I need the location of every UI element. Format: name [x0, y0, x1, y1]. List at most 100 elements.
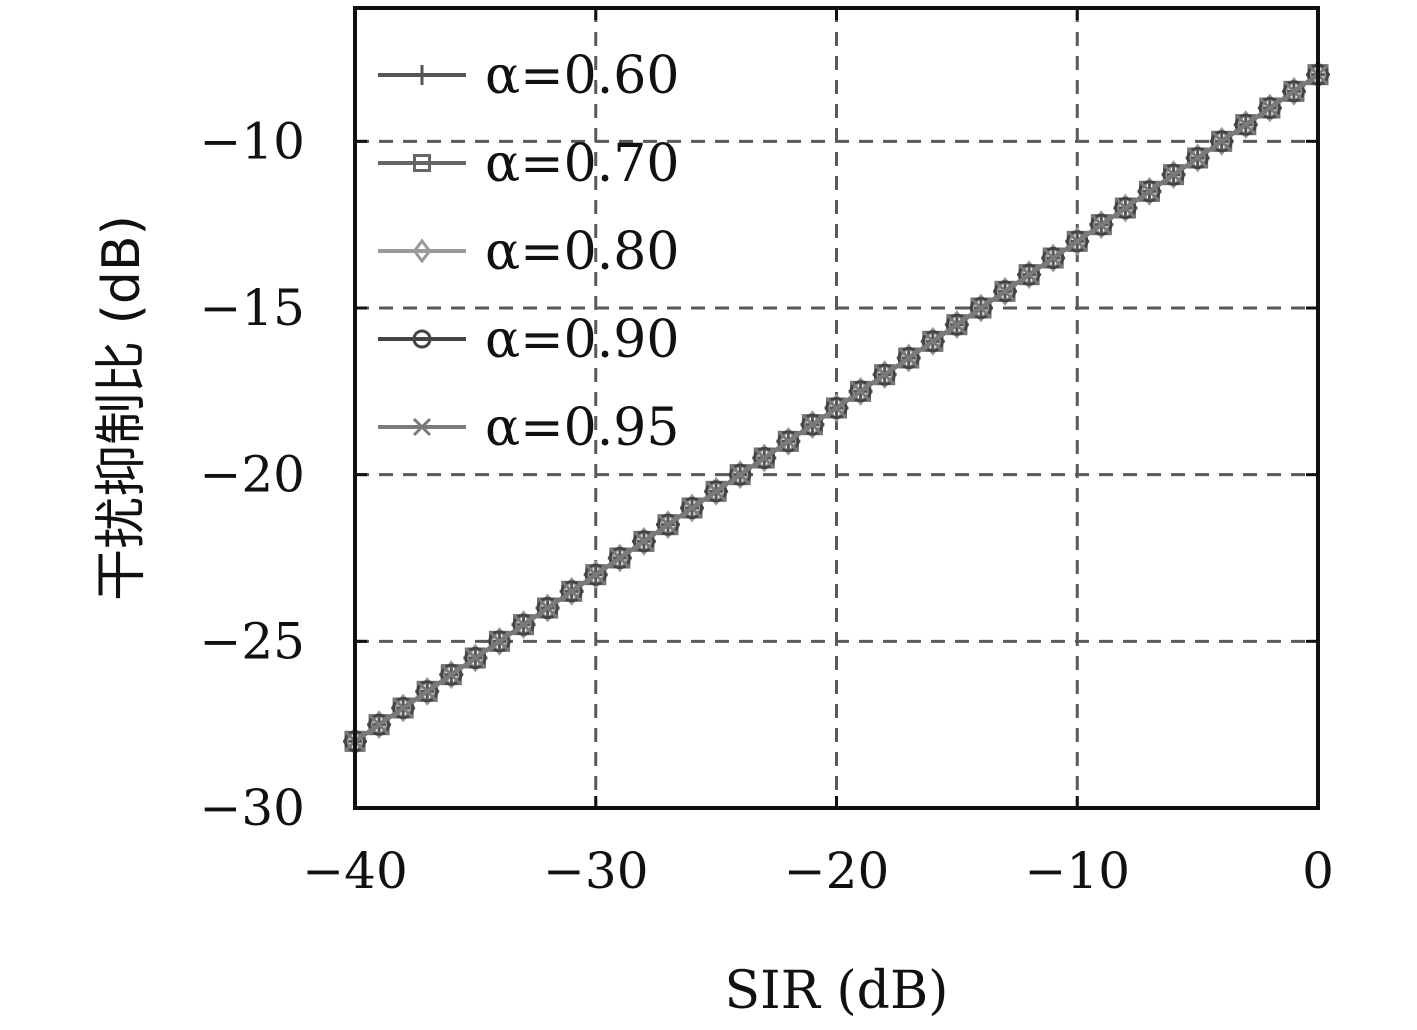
data-point [897, 346, 920, 370]
data-point [729, 464, 751, 486]
data-point [945, 313, 968, 336]
legend-entry: α=0.90 [378, 310, 679, 370]
data-point [922, 330, 944, 352]
data-point [1066, 230, 1089, 253]
data-point [753, 447, 775, 469]
data-point [777, 430, 800, 453]
legend-label: α=0.90 [485, 310, 679, 370]
x-tick-label: −40 [302, 842, 408, 900]
data-point [994, 280, 1016, 302]
data-point [512, 614, 535, 636]
data-point [1114, 197, 1137, 219]
data-point [873, 363, 896, 386]
data-point [1210, 130, 1233, 153]
data-point [1283, 80, 1305, 102]
legend-entry: α=0.80 [378, 222, 679, 282]
data-point [488, 630, 511, 652]
data-point [946, 314, 968, 336]
data-point [705, 480, 727, 502]
x-axis-label: SIR (dB) [725, 961, 949, 1021]
y-axis-label: 干扰抑制比 (dB) [92, 215, 152, 601]
data-point [1018, 264, 1040, 286]
y-tick-label: −30 [199, 779, 305, 837]
data-point [632, 530, 656, 553]
x-tick-label: −30 [543, 842, 649, 900]
data-point [1235, 114, 1257, 136]
data-point [801, 414, 824, 436]
data-point [512, 613, 535, 636]
data-point [873, 364, 896, 386]
data-point [656, 513, 680, 536]
data-point [849, 380, 872, 403]
data-point [1282, 80, 1306, 103]
legend-entry: α=0.95 [378, 398, 679, 458]
data-point [392, 696, 415, 720]
data-point [705, 480, 728, 503]
data-point [681, 497, 703, 519]
data-point [898, 347, 920, 369]
legend-marker [412, 329, 432, 349]
x-tick-label: 0 [1302, 842, 1334, 900]
data-point [561, 580, 583, 602]
legend-entry: α=0.60 [378, 46, 679, 106]
data-point [1162, 163, 1185, 186]
x-tick-label: −10 [1024, 842, 1130, 900]
data-point [1211, 130, 1233, 152]
grid [355, 8, 1318, 808]
legend-entry: α=0.70 [378, 134, 679, 194]
data-point [1186, 146, 1209, 170]
series-group [343, 60, 1330, 756]
data-point [464, 646, 487, 670]
data-point [921, 330, 944, 353]
data-point [849, 380, 872, 402]
data-point [633, 530, 655, 552]
y-tick-label: −10 [199, 112, 305, 170]
data-point [753, 446, 776, 470]
data-point [1018, 263, 1041, 286]
legend-label: α=0.70 [485, 134, 679, 194]
data-point [1162, 164, 1185, 186]
data-point [392, 697, 414, 719]
data-point [585, 564, 607, 586]
data-point [488, 630, 511, 653]
data-point [993, 280, 1017, 303]
data-point [729, 463, 752, 486]
data-point [1042, 247, 1064, 269]
data-point [536, 597, 559, 619]
y-tick-label: −20 [199, 446, 305, 504]
data-point [416, 680, 439, 703]
legend-label: α=0.60 [485, 46, 679, 106]
data-point [440, 664, 462, 686]
data-point [1138, 180, 1161, 203]
axis-ticks: −40 −30 −20 −10 0−30−25−20−15−10 [199, 8, 1334, 900]
data-point [1259, 97, 1281, 119]
data-point [825, 397, 848, 419]
legend-label: α=0.80 [485, 222, 679, 282]
data-point [440, 663, 463, 686]
data-point [1138, 180, 1161, 202]
data-point [657, 514, 679, 536]
series-cross [344, 64, 1329, 752]
data-point [1090, 214, 1112, 236]
data-point [680, 496, 704, 520]
data-point [608, 546, 631, 570]
data-point [825, 396, 848, 420]
data-point [969, 296, 993, 320]
data-point [1186, 147, 1209, 169]
x-tick-label: −20 [784, 842, 890, 900]
data-point [464, 647, 487, 669]
data-point [1090, 213, 1113, 236]
data-point [801, 413, 824, 436]
y-tick-label: −15 [199, 279, 305, 337]
data-point [1042, 246, 1065, 270]
data-point [970, 297, 992, 319]
data-point [584, 563, 607, 586]
data-point [536, 596, 559, 620]
data-point [777, 430, 800, 452]
data-point [560, 580, 583, 603]
y-tick-label: −25 [199, 612, 305, 670]
legend-marker [413, 154, 431, 172]
legend-marker [412, 238, 432, 264]
